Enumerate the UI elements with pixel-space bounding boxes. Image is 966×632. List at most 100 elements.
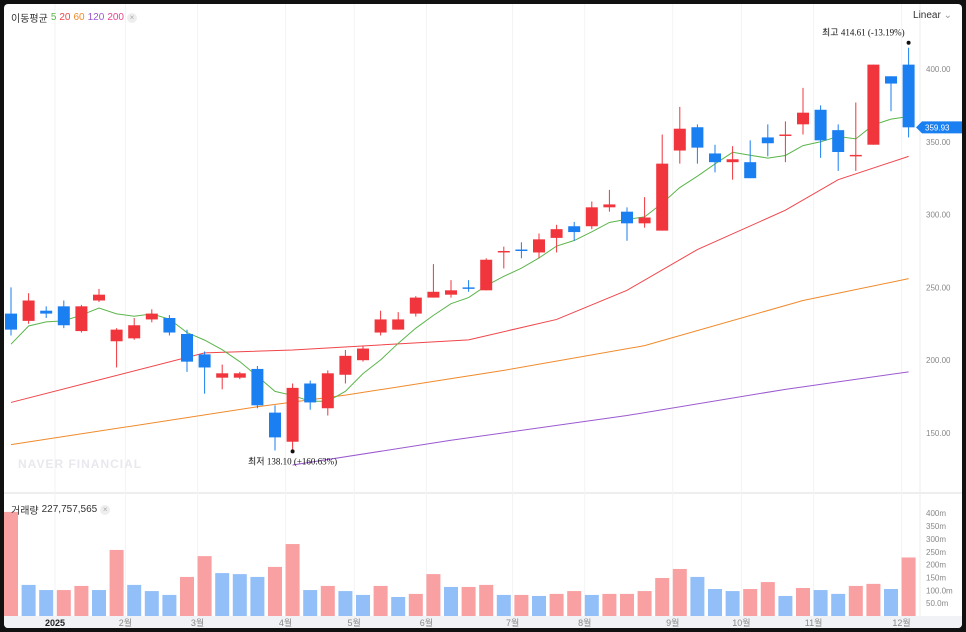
volume-tick-label: 300m	[926, 535, 946, 544]
volume-bar	[232, 574, 247, 616]
volume-bar	[496, 594, 511, 616]
volume-bar	[479, 584, 494, 616]
volume-bar	[39, 590, 54, 616]
stock-chart: 2025 2월 3월 4월 5월 6월 7월 8월 9월 10월 11월 12월 400.00 350.0…	[4, 4, 962, 628]
candle-body	[480, 259, 493, 291]
candle-body	[533, 239, 545, 253]
close-icon[interactable]: ×	[127, 12, 137, 23]
candle-body	[216, 373, 229, 378]
candle-body	[550, 229, 563, 238]
candle-body	[22, 300, 35, 321]
candle-body	[269, 412, 281, 438]
volume-bar	[426, 574, 441, 616]
x-tick-label: 4월	[279, 617, 292, 628]
low-marker	[290, 449, 295, 454]
x-tick-label: 6월	[420, 617, 433, 628]
scale-mode-dropdown[interactable]: Linear ⌄	[913, 10, 952, 21]
candle-body	[814, 109, 827, 141]
volume-bar	[303, 590, 318, 616]
candle-body	[673, 128, 686, 151]
y-tick-label: 400.00	[926, 65, 951, 74]
volume-bar	[514, 594, 529, 616]
x-tick-label: 12월	[892, 617, 910, 628]
ma60-label[interactable]: 60	[73, 12, 85, 23]
volume-value: 227,757,565	[41, 504, 98, 515]
candle-body	[568, 226, 581, 233]
volume-bar	[74, 585, 89, 616]
volume-tick-label: 150m	[926, 573, 946, 582]
x-tick-label: 5월	[348, 617, 361, 628]
candle-body	[357, 348, 369, 361]
x-tick-label: 9월	[666, 617, 679, 628]
candle-body	[409, 297, 422, 314]
candle-body	[797, 112, 809, 125]
volume-bar	[373, 585, 388, 616]
volume-bar	[532, 595, 546, 616]
volume-tick-label: 100.0m	[926, 586, 953, 595]
candle-body	[110, 329, 123, 342]
candle-body	[128, 325, 141, 339]
x-tick-label: 2025	[45, 618, 65, 628]
candle-body	[656, 163, 669, 231]
volume-bar	[884, 589, 898, 616]
ma200-label[interactable]: 200	[107, 12, 124, 23]
candle-body	[5, 313, 17, 330]
y-tick-label: 150.00	[926, 429, 951, 438]
ma20-label[interactable]: 20	[59, 12, 71, 23]
volume-bar	[901, 557, 916, 616]
candle-body	[462, 287, 475, 289]
volume-bar	[92, 590, 106, 616]
ma60-line	[10, 278, 909, 446]
candle-body	[867, 64, 880, 145]
volume-bar	[162, 594, 177, 616]
y-tick-label: 250.00	[926, 283, 951, 292]
candle-body	[603, 204, 616, 208]
ma5-line	[10, 115, 909, 402]
y-tick-label: 200.00	[926, 356, 951, 365]
high-annotation: 최고 414.61 (-13.19%)	[822, 28, 905, 38]
candle-body	[709, 153, 721, 163]
ma5-label[interactable]: 5	[50, 12, 57, 23]
ma20-line	[10, 155, 909, 403]
x-tick-label: 10월	[732, 617, 750, 628]
volume-bar	[408, 593, 423, 616]
volume-tick-label: 50.0m	[926, 599, 949, 608]
volume-label: 거래량	[11, 506, 39, 517]
candle-body	[40, 310, 53, 314]
volume-bar	[760, 582, 775, 616]
x-tick-label: 7월	[506, 617, 519, 628]
candle-body	[93, 294, 105, 301]
volume-bar	[848, 585, 863, 616]
ma120-label[interactable]: 120	[87, 12, 105, 23]
volume-bar	[778, 595, 793, 616]
volume-bar	[356, 594, 370, 616]
chart-canvas[interactable]: 2025 2월 3월 4월 5월 6월 7월 8월 9월 10월 11월 12월 400.00 350.0…	[4, 4, 962, 628]
volume-bar	[197, 556, 212, 616]
moving-average-legend: 이동평균 5 20 60 120 200 ×	[11, 10, 137, 25]
x-tick-label: 11월	[805, 617, 823, 628]
close-icon[interactable]: ×	[100, 504, 111, 515]
candle-body	[392, 319, 405, 330]
candle-body	[427, 291, 440, 298]
candle-body	[638, 217, 651, 224]
volume-bar	[708, 589, 722, 616]
candle-body	[515, 249, 528, 251]
current-price-label: 359.93	[925, 123, 950, 132]
candle-body	[198, 354, 211, 368]
candle-body	[744, 162, 757, 179]
volume-bar	[180, 576, 194, 616]
candle-body	[304, 383, 317, 403]
candle-body	[621, 211, 633, 224]
chevron-down-icon: ⌄	[943, 10, 952, 21]
watermark: NAVER FINANCIAL	[18, 457, 143, 471]
candle-body	[181, 333, 193, 362]
candle-body	[145, 313, 158, 320]
volume-tick-label: 350m	[926, 522, 946, 531]
volume-bar	[268, 566, 282, 616]
candle-body	[339, 355, 352, 375]
x-tick-label: 8월	[578, 617, 591, 628]
volume-tick-label: 200m	[926, 561, 946, 570]
candle-body	[75, 306, 88, 332]
candle-body	[779, 134, 792, 136]
candle-body	[321, 373, 334, 409]
